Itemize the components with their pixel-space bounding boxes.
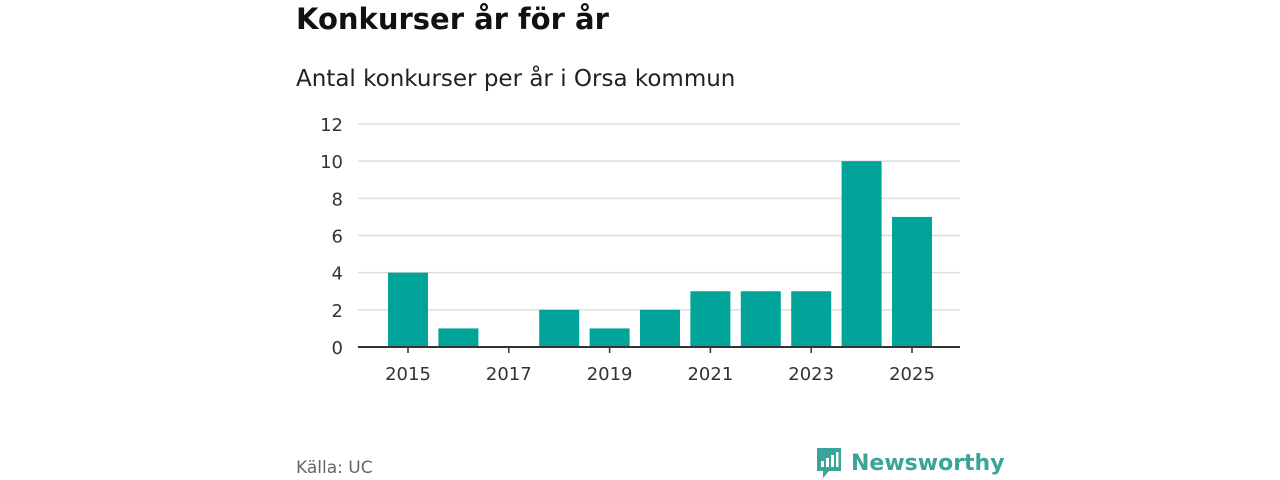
- bar-2019: [589, 328, 630, 347]
- x-tick-label: 2015: [385, 364, 431, 385]
- y-axis-labels: 0 2 4 6 8 10 12: [320, 115, 343, 359]
- y-tick-label: 0: [332, 338, 343, 359]
- bars: [388, 161, 932, 347]
- bar-2022: [740, 291, 781, 347]
- brand-name: Newsworthy: [851, 450, 1005, 476]
- bar-2025: [892, 216, 932, 347]
- bar-2021: [690, 291, 731, 347]
- bar-2020: [640, 309, 680, 347]
- brand-logo: Newsworthy: [815, 446, 1005, 480]
- y-tick-label: 6: [332, 227, 343, 248]
- bar-2015: [388, 272, 428, 347]
- bar-2023: [791, 291, 832, 347]
- y-tick-label: 12: [320, 115, 343, 136]
- x-axis-labels: 2015 2017 2019 2021 2023 2025: [385, 347, 935, 385]
- bar-2016: [438, 328, 479, 347]
- y-tick-label: 4: [332, 264, 343, 285]
- bar-2024: [841, 161, 882, 347]
- x-tick-label: 2017: [486, 364, 532, 385]
- newsworthy-logo-icon: [817, 448, 841, 478]
- y-tick-label: 10: [320, 152, 343, 173]
- y-tick-label: 2: [332, 301, 343, 322]
- chart-subtitle: Antal konkurser per år i Orsa kommun: [296, 66, 736, 92]
- y-tick-label: 8: [332, 189, 343, 210]
- x-tick-label: 2023: [788, 364, 834, 385]
- x-tick-label: 2019: [587, 364, 633, 385]
- source-note: Källa: UC: [296, 458, 373, 478]
- x-tick-label: 2021: [687, 364, 733, 385]
- bar-2018: [539, 309, 580, 347]
- chart-title: Konkurser år för år: [296, 2, 609, 36]
- x-tick-label: 2025: [889, 364, 935, 385]
